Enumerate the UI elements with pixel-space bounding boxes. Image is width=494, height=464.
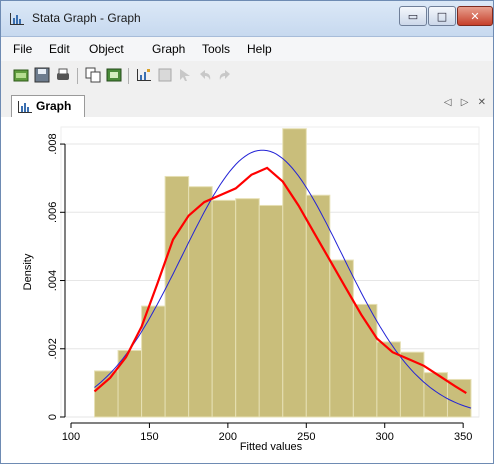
window-title: Stata Graph - Graph <box>32 11 141 25</box>
toolbar-separator <box>77 68 78 84</box>
menu-bar: File Edit Object Graph Tools Help <box>1 37 493 62</box>
y-tick-label: .004 <box>47 270 59 291</box>
x-tick-label: 200 <box>219 431 237 443</box>
menu-file[interactable]: File <box>13 42 33 56</box>
maximize-icon: □ <box>436 9 448 23</box>
tab-bar: Graph ◁ ▷ ✕ <box>1 91 493 118</box>
menu-object[interactable]: Object <box>89 42 124 56</box>
x-axis-label: Fitted values <box>240 441 303 453</box>
tab-label: Graph <box>36 99 72 113</box>
copy-icon[interactable] <box>85 67 101 83</box>
tab-graph[interactable]: Graph <box>11 95 85 117</box>
menu-tools[interactable]: Tools <box>202 42 231 56</box>
close-button[interactable]: ✕ <box>457 6 493 26</box>
y-tick-label: .006 <box>47 202 59 223</box>
histogram-bar <box>258 204 284 418</box>
histogram-bar <box>235 198 260 418</box>
menu-edit[interactable]: Edit <box>49 42 70 56</box>
minimize-icon: ▭ <box>407 9 419 23</box>
graph-editor-icon[interactable] <box>136 67 152 83</box>
y-axis: 0 .002 .004 .006 .008 <box>47 133 66 420</box>
x-tick-label: 250 <box>297 431 315 443</box>
x-tick-label: 150 <box>140 431 158 443</box>
histogram-bar <box>329 259 354 418</box>
pointer-disabled-icon[interactable] <box>177 67 193 83</box>
x-tick-label: 100 <box>62 431 80 443</box>
normal-density-line <box>94 149 472 409</box>
histogram-bar <box>164 175 190 418</box>
minimize-button[interactable]: ▭ <box>399 6 427 26</box>
histogram-bar <box>305 194 331 418</box>
histogram-bar <box>94 370 119 418</box>
toolbar <box>1 61 493 91</box>
graph-canvas: 0 .002 .004 .006 .008 100 150 200 250 300 350 Fit… <box>1 117 493 463</box>
histogram-bars <box>94 128 472 418</box>
x-tick-label: 350 <box>454 431 472 443</box>
open-icon[interactable] <box>13 67 29 83</box>
y-axis-label: Density <box>22 253 34 290</box>
histogram-bar <box>188 186 213 418</box>
redo-disabled-icon[interactable] <box>217 67 233 83</box>
title-bar[interactable]: Stata Graph - Graph ▭ □ ✕ <box>1 1 493 37</box>
menu-help[interactable]: Help <box>247 42 272 56</box>
x-axis: 100 150 200 250 300 350 <box>62 422 472 443</box>
toolbar-separator <box>128 68 129 84</box>
graph-app-icon <box>10 13 24 25</box>
x-tick-label: 300 <box>376 431 394 443</box>
print-icon[interactable] <box>55 67 71 83</box>
histogram-bar <box>282 128 307 418</box>
maximize-button[interactable]: □ <box>428 6 456 26</box>
y-tick-label: .002 <box>47 338 59 359</box>
undo-disabled-icon[interactable] <box>197 67 213 83</box>
tab-nav-controls[interactable]: ◁ ▷ ✕ <box>443 97 489 108</box>
rename-icon[interactable] <box>106 67 122 83</box>
graph-tab-icon <box>18 101 32 113</box>
close-icon: ✕ <box>470 9 480 23</box>
histogram-bar <box>446 378 472 418</box>
edit-disabled-icon[interactable] <box>157 67 173 83</box>
menu-graph[interactable]: Graph <box>152 42 186 56</box>
y-tick-label: 0 <box>47 414 59 420</box>
histogram-chart: 0 .002 .004 .006 .008 100 150 200 250 300 350 Fit… <box>22 126 480 453</box>
histogram-bar <box>211 199 237 418</box>
histogram-bar <box>141 305 166 418</box>
y-tick-label: .008 <box>47 133 59 154</box>
kernel-density-line <box>93 166 467 395</box>
save-icon[interactable] <box>34 67 50 83</box>
